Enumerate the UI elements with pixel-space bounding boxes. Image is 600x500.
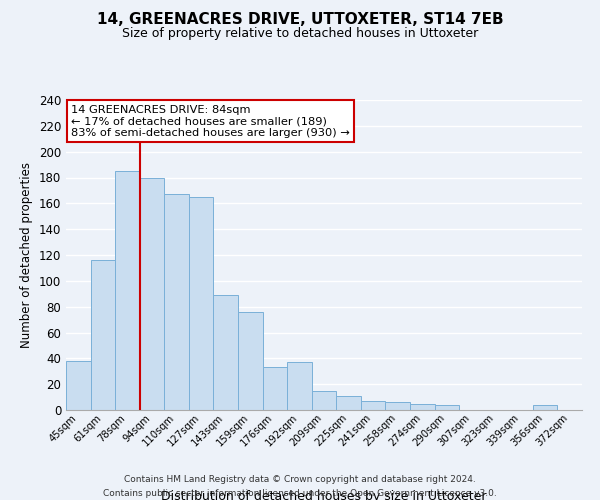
Bar bbox=[66, 361, 91, 410]
Bar bbox=[361, 401, 385, 410]
X-axis label: Distribution of detached houses by size in Uttoxeter: Distribution of detached houses by size … bbox=[161, 490, 487, 500]
Bar bbox=[238, 312, 263, 410]
Bar bbox=[385, 402, 410, 410]
Bar bbox=[287, 362, 312, 410]
Bar bbox=[164, 194, 189, 410]
Y-axis label: Number of detached properties: Number of detached properties bbox=[20, 162, 33, 348]
Bar bbox=[189, 197, 214, 410]
Bar bbox=[312, 390, 336, 410]
Bar bbox=[140, 178, 164, 410]
Text: 14, GREENACRES DRIVE, UTTOXETER, ST14 7EB: 14, GREENACRES DRIVE, UTTOXETER, ST14 7E… bbox=[97, 12, 503, 28]
Bar bbox=[115, 171, 140, 410]
Bar bbox=[263, 368, 287, 410]
Bar bbox=[91, 260, 115, 410]
Bar bbox=[410, 404, 434, 410]
Bar bbox=[434, 405, 459, 410]
Text: 14 GREENACRES DRIVE: 84sqm
← 17% of detached houses are smaller (189)
83% of sem: 14 GREENACRES DRIVE: 84sqm ← 17% of deta… bbox=[71, 104, 350, 138]
Text: Size of property relative to detached houses in Uttoxeter: Size of property relative to detached ho… bbox=[122, 28, 478, 40]
Text: Contains HM Land Registry data © Crown copyright and database right 2024.
Contai: Contains HM Land Registry data © Crown c… bbox=[103, 476, 497, 498]
Bar bbox=[533, 405, 557, 410]
Bar bbox=[214, 295, 238, 410]
Bar bbox=[336, 396, 361, 410]
